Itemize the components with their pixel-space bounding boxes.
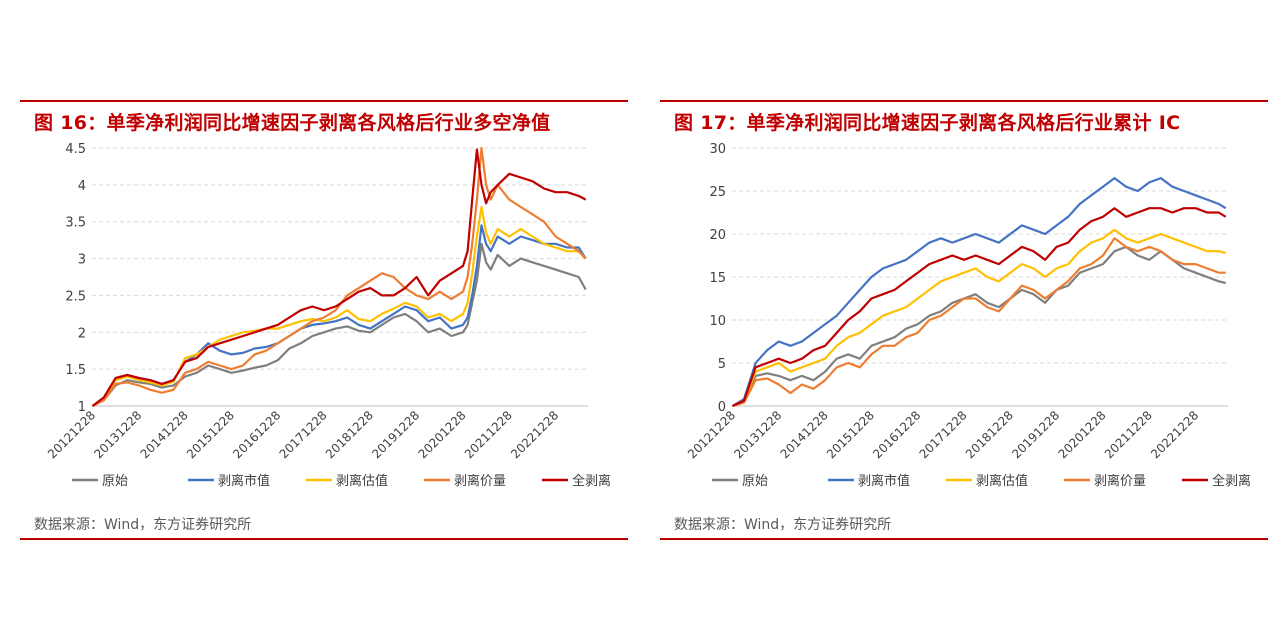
x-tick-label: 20171228	[277, 408, 330, 461]
series-line-3	[732, 237, 1226, 408]
x-tick-label: 20121228	[45, 408, 98, 461]
top-rule	[20, 100, 628, 102]
y-tick-label: 4.5	[65, 142, 86, 157]
figure-16-source: 数据来源：Wind，东方证券研究所	[34, 517, 252, 533]
y-tick-label: 20	[709, 228, 726, 243]
y-tick-label: 3	[78, 253, 86, 268]
x-tick-label: 20191228	[369, 408, 422, 461]
x-tick-label: 20201228	[1056, 408, 1109, 461]
legend-label: 原始	[102, 474, 128, 489]
y-tick-label: 2.5	[65, 289, 86, 304]
legend-label: 全剥离	[572, 473, 611, 489]
x-tick-label: 20211228	[1102, 408, 1155, 461]
y-tick-label: 0	[718, 400, 726, 415]
y-tick-label: 1.5	[65, 363, 86, 378]
x-tick-label: 20131228	[731, 408, 784, 461]
x-tick-label: 20211228	[462, 408, 515, 461]
series-line-4	[732, 207, 1227, 408]
legend-label: 剥离市值	[858, 473, 910, 489]
x-tick-label: 20161228	[870, 408, 923, 461]
legend-label: 剥离市值	[218, 473, 270, 489]
y-tick-label: 5	[718, 357, 726, 372]
x-tick-label: 20221228	[508, 408, 561, 461]
x-tick-label: 20191228	[1009, 408, 1062, 461]
bottom-rule	[20, 538, 628, 540]
y-tick-label: 10	[709, 314, 726, 329]
x-tick-label: 20201228	[416, 408, 469, 461]
legend-label: 原始	[742, 474, 768, 489]
x-tick-label: 20161228	[230, 408, 283, 461]
series-line-3	[91, 146, 587, 407]
chart-17: 0 5 10 15 20 25 30 2012122820131228201412282015…	[685, 142, 1251, 489]
x-tick-label: 20121228	[685, 408, 738, 461]
x-tick-label: 20181228	[963, 408, 1016, 461]
figure-16-panel: 图 16：单季净利润同比增速因子剥离各风格后行业多空净值 1 1.5 2 2.5 3 3.…	[20, 100, 628, 540]
legend-label: 剥离估值	[976, 473, 1028, 489]
figure-16-title: 图 16：单季净利润同比增速因子剥离各风格后行业多空净值	[34, 112, 551, 134]
y-tick-label: 15	[709, 271, 726, 286]
x-tick-label: 20141228	[778, 408, 831, 461]
legend-label: 全剥离	[1212, 473, 1251, 489]
y-tick-label: 1	[78, 400, 86, 415]
x-tick-label: 20141228	[138, 408, 191, 461]
bottom-rule	[660, 538, 1268, 540]
y-tick-label: 2	[78, 326, 86, 341]
legend-label: 剥离价量	[1094, 473, 1146, 489]
series-line-4	[91, 148, 587, 407]
chart-16: 1 1.5 2 2.5 3 3.5 4 4.5 201212282013122820141228…	[45, 142, 611, 489]
x-tick-label: 20171228	[917, 408, 970, 461]
series-line-1	[731, 177, 1227, 407]
y-tick-label: 25	[709, 185, 726, 200]
figure-17-source: 数据来源：Wind，东方证券研究所	[674, 517, 892, 533]
series-line-0	[732, 245, 1226, 408]
legend-label: 剥离价量	[454, 473, 506, 489]
legend-label: 剥离估值	[336, 473, 388, 489]
x-tick-label: 20151228	[184, 408, 237, 461]
x-tick-label: 20221228	[1148, 408, 1201, 461]
y-tick-label: 3.5	[65, 216, 86, 231]
y-tick-label: 4	[78, 179, 86, 194]
figure-17-title: 图 17：单季净利润同比增速因子剥离各风格后行业累计 IC	[674, 112, 1181, 134]
x-tick-label: 20181228	[323, 408, 376, 461]
y-tick-label: 30	[709, 142, 726, 157]
series-line-2	[732, 228, 1226, 408]
top-rule	[660, 100, 1268, 102]
series-line-0	[91, 242, 587, 407]
series-line-2	[91, 205, 587, 407]
x-tick-label: 20151228	[824, 408, 877, 461]
x-tick-label: 20131228	[91, 408, 144, 461]
figure-17-panel: 图 17：单季净利润同比增速因子剥离各风格后行业累计 IC 0 5 10 15 20 25…	[660, 100, 1268, 540]
